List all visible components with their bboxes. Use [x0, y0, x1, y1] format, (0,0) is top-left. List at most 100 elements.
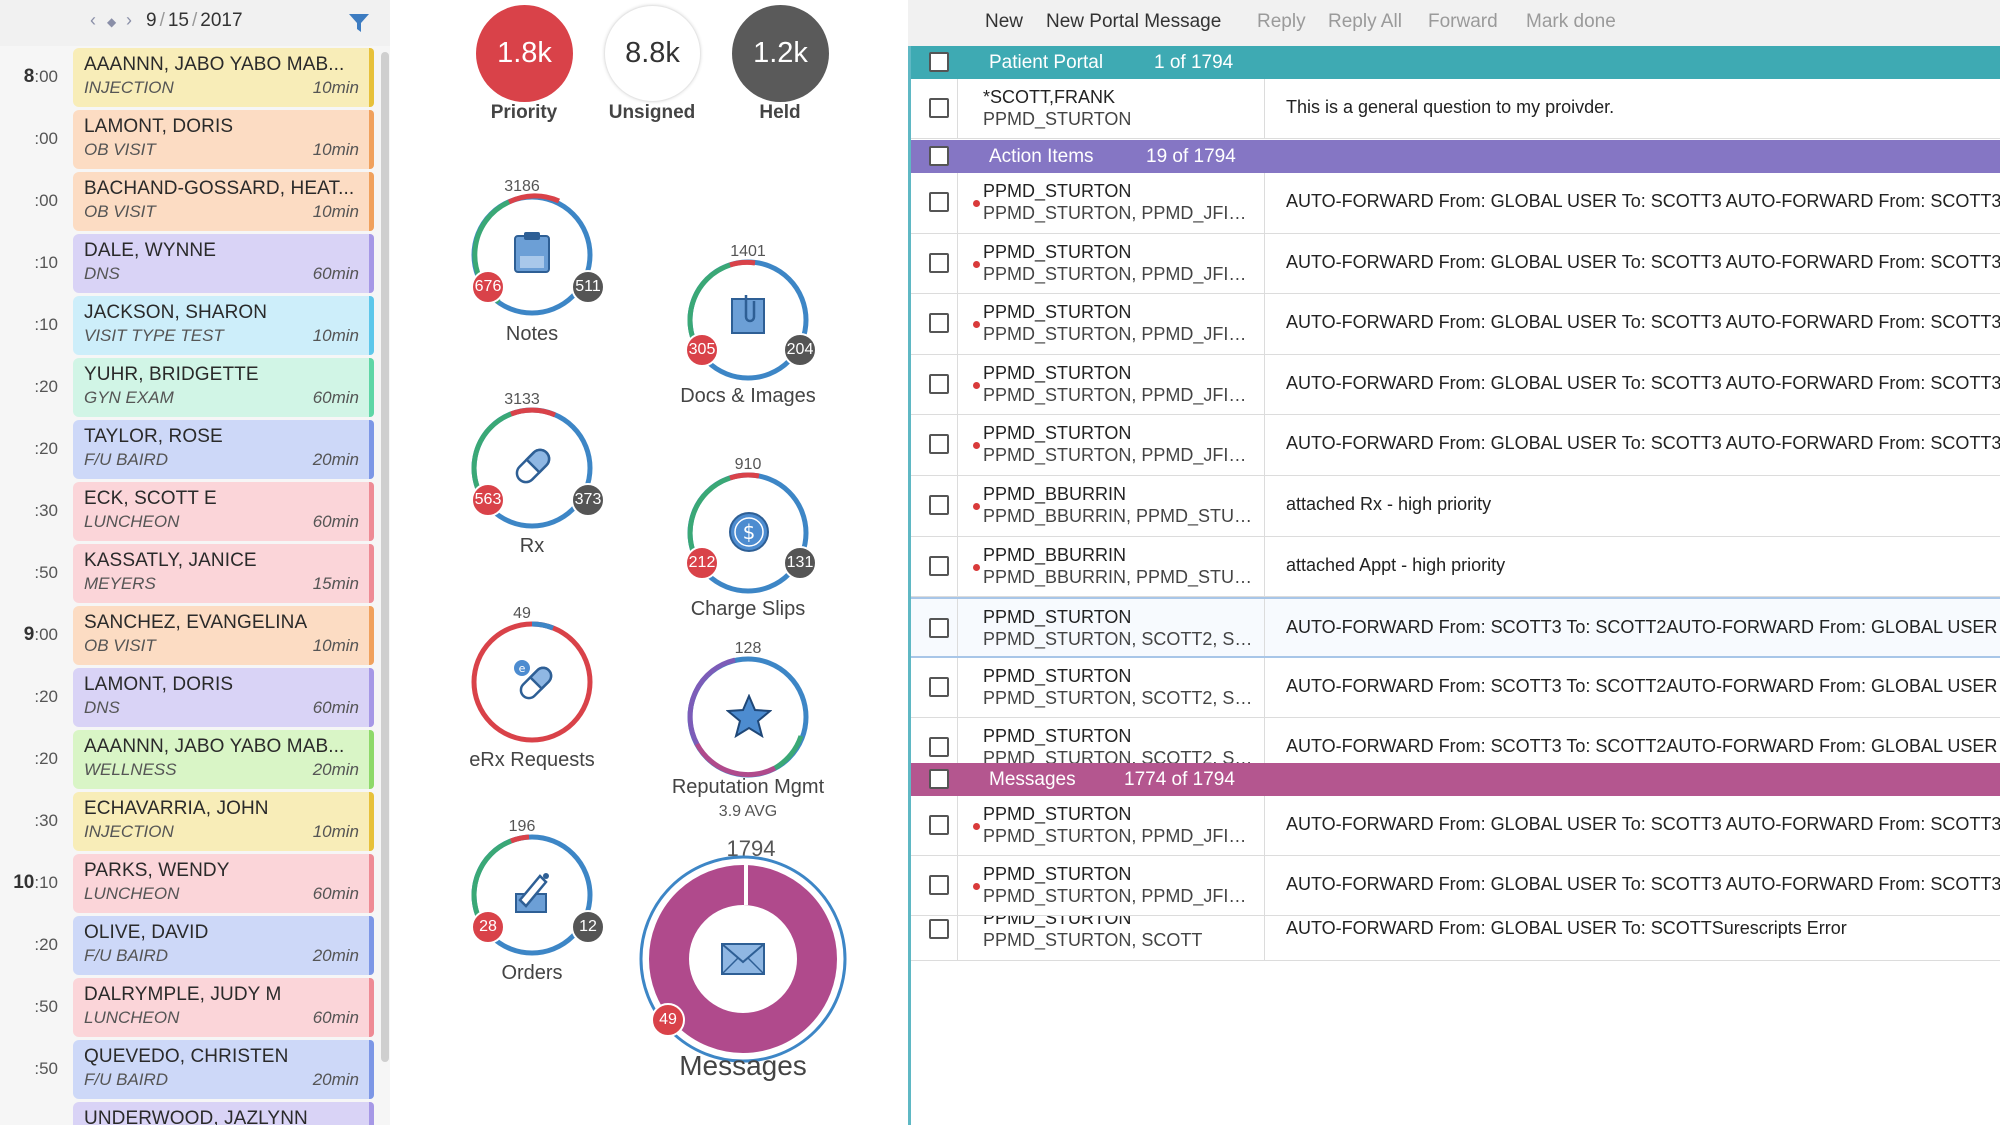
appointment-card[interactable]: UNDERWOOD, JAZLYNN — [73, 1102, 374, 1125]
appointment-patient: KASSATLY, JANICE — [84, 550, 257, 571]
section-select-checkbox[interactable] — [929, 769, 949, 789]
row-select-checkbox[interactable] — [929, 192, 949, 212]
row-select-checkbox[interactable] — [929, 252, 949, 273]
orders-label: Orders — [501, 962, 563, 984]
date-month[interactable]: 9 — [146, 10, 157, 31]
row-select-checkbox[interactable] — [929, 676, 949, 697]
appointment-patient: BACHAND-GOSSARD, HEAT... — [84, 178, 355, 199]
appointment-card[interactable]: SANCHEZ, EVANGELINA OB VISIT 10min — [73, 606, 374, 665]
appointment-card[interactable]: DALE, WYNNE DNS 60min — [73, 234, 374, 293]
date-year[interactable]: 2017 — [200, 10, 243, 31]
appointment-card[interactable]: ECK, SCOTT E LUNCHEON 60min — [73, 482, 374, 541]
chevron-right-icon[interactable]: › — [126, 10, 132, 30]
appointment-card[interactable]: LAMONT, DORIS OB VISIT 10min — [73, 110, 374, 169]
docs-held-badge: 204 — [783, 333, 817, 367]
appointment-type: F/U BAIRD — [84, 450, 169, 469]
appointment-card[interactable]: AAANNN, JABO YABO MAB... WELLNESS 20min — [73, 730, 374, 789]
message-recipients: PPMD_STURTON, PPMD_JFINC... — [983, 886, 1258, 906]
reputation-mgmt-module[interactable]: 128 Reputation Mgmt 3.9 AVG — [652, 640, 862, 840]
section-select-checkbox[interactable] — [929, 52, 949, 72]
message-from: PPMD_STURTON — [983, 362, 1132, 383]
new-portal-message-button[interactable]: New Portal Message — [1046, 11, 1222, 32]
message-from: PPMD_STURTON — [983, 665, 1132, 686]
appointment-details: F/U BAIRD 20min — [84, 1070, 359, 1090]
message-recipients: PPMD_STURTON — [983, 109, 1132, 129]
row-select-checkbox[interactable] — [929, 618, 949, 639]
appointment-card[interactable]: JACKSON, SHARON VISIT TYPE TEST 10min — [73, 296, 374, 355]
appointment-duration: 20min — [312, 1070, 359, 1089]
appointment-details: INJECTION 10min — [84, 78, 359, 98]
message-row[interactable]: PPMD_BBURRIN PPMD_BBURRIN, PPMD_STURT... a… — [911, 476, 2000, 537]
schedule-scrollbar-thumb[interactable] — [381, 52, 389, 1062]
rx-module[interactable]: 3133 563 373 Rx — [440, 391, 640, 571]
appointment-type: WELLNESS — [84, 760, 177, 779]
held-circle[interactable]: 1.2k — [732, 5, 829, 102]
row-select-checkbox[interactable] — [929, 555, 949, 576]
message-row[interactable]: PPMD_STURTON PPMD_STURTON, SCOTT2, SCO...… — [911, 597, 2000, 658]
row-select-checkbox[interactable] — [929, 313, 949, 334]
appointment-card[interactable]: OLIVE, DAVID F/U BAIRD 20min — [73, 916, 374, 975]
appointment-duration: 10min — [312, 326, 359, 345]
appointment-card[interactable]: DALRYMPLE, JUDY M LUNCHEON 60min — [73, 978, 374, 1037]
mark-done-button[interactable]: Mark done — [1526, 11, 1616, 32]
reply-all-button[interactable]: Reply All — [1328, 11, 1402, 32]
row-select-checkbox[interactable] — [929, 434, 949, 455]
unsigned-circle[interactable]: 8.8k — [604, 5, 701, 102]
schedule-date[interactable]: 9/15/2017 — [146, 10, 243, 31]
messages-module[interactable]: 1794 49 Messages — [636, 836, 876, 1096]
message-row[interactable]: *SCOTT,FRANK PPMD_STURTON This is a genera… — [911, 79, 2000, 139]
appointment-card[interactable]: QUEVEDO, CHRISTEN F/U BAIRD 20min — [73, 1040, 374, 1099]
appointment-type: LUNCHEON — [84, 512, 180, 531]
row-select-checkbox[interactable] — [929, 98, 949, 118]
row-select-checkbox[interactable] — [929, 737, 949, 758]
filter-icon[interactable] — [348, 12, 370, 39]
section-header-messages[interactable]: Messages 1774 of 1794 — [911, 763, 2000, 796]
forward-button[interactable]: Forward — [1428, 11, 1498, 32]
appointment-card[interactable]: BACHAND-GOSSARD, HEAT... OB VISIT 10min — [73, 172, 374, 231]
chevron-left-icon[interactable]: ‹ — [90, 10, 96, 30]
message-row[interactable]: PPMD_STURTON PPMD_STURTON, SCOTT2, SCO...… — [911, 657, 2000, 719]
appointment-card[interactable]: LAMONT, DORIS DNS 60min — [73, 668, 374, 727]
appointment-type: OB VISIT — [84, 202, 156, 221]
section-select-checkbox[interactable] — [929, 146, 949, 166]
appointment-card[interactable]: KASSATLY, JANICE MEYERS 15min — [73, 544, 374, 603]
row-select-checkbox[interactable] — [929, 373, 949, 394]
new-button[interactable]: New — [985, 11, 1024, 32]
today-diamond-icon[interactable]: ◆ — [107, 15, 117, 29]
row-select-checkbox[interactable] — [929, 495, 949, 515]
section-header-action-items[interactable]: Action Items 19 of 1794 — [911, 140, 2000, 173]
orders-module[interactable]: 196 28 12 Orders — [440, 818, 640, 998]
row-select-checkbox[interactable] — [929, 815, 949, 835]
appointment-card[interactable]: PARKS, WENDY LUNCHEON 60min — [73, 854, 374, 913]
message-row[interactable]: PPMD_BBURRIN PPMD_BBURRIN, PPMD_STURT... a… — [911, 536, 2000, 598]
time-minute: :50 — [34, 1059, 58, 1078]
notes-module[interactable]: 3186 676 511 Notes — [440, 178, 640, 358]
priority-circle[interactable]: 1.8k — [476, 5, 573, 102]
time-hour: 9 — [23, 624, 35, 645]
message-from: *SCOTT,FRANK — [983, 87, 1116, 107]
section-title: Patient Portal — [989, 52, 1104, 73]
reply-button[interactable]: Reply — [1257, 11, 1306, 32]
row-select-checkbox[interactable] — [929, 875, 949, 895]
appointment-type: F/U BAIRD — [84, 946, 169, 965]
date-day[interactable]: 15 — [167, 10, 189, 31]
charge-slips-module[interactable]: 910 $ 212 131 Charge Slips — [652, 456, 862, 636]
section-header-patient-portal[interactable]: Patient Portal 1 of 1794 — [911, 46, 2000, 79]
docs-images-module[interactable]: 1401 305 204 Docs & Images — [652, 243, 862, 423]
erx-requests-module[interactable]: 49 e eRx Requests — [440, 605, 640, 785]
message-recipients: PPMD_STURTON, PPMD_JFINC... — [983, 384, 1258, 405]
appointment-card[interactable]: TAYLOR, ROSE F/U BAIRD 20min — [73, 420, 374, 479]
time-minute: :20 — [34, 749, 58, 768]
row-select-checkbox[interactable] — [929, 919, 949, 940]
appointment-card[interactable]: ECHAVARRIA, JOHN INJECTION 10min — [73, 792, 374, 851]
rx-priority-badge: 563 — [471, 483, 505, 517]
appointment-card[interactable]: AAANNN, JABO YABO MAB... INJECTION 10min — [73, 48, 374, 107]
appointment-card[interactable]: YUHR, BRIDGETTE GYN EXAM 60min — [73, 358, 374, 417]
